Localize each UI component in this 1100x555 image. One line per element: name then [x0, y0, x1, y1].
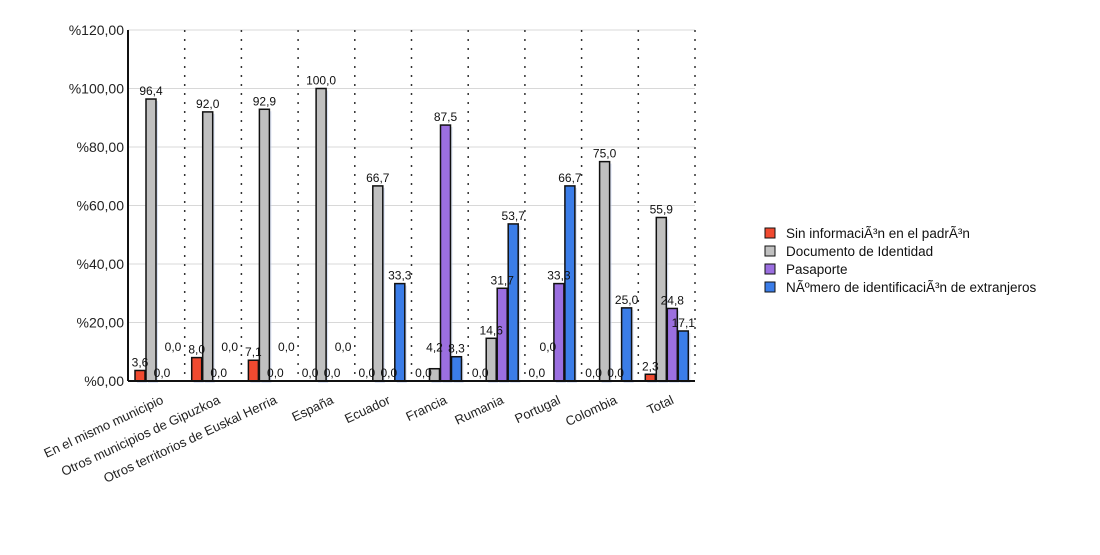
y-tick-label: %80,00 [77, 139, 125, 155]
data-label: 33,3 [388, 269, 412, 283]
data-label: 87,5 [434, 110, 458, 124]
data-label: 0,0 [529, 366, 546, 380]
bar [134, 369, 146, 382]
x-tick-label: Rumania [452, 392, 506, 428]
data-label: 0,0 [210, 366, 227, 380]
data-label: 53,7 [502, 209, 526, 223]
legend-label: Documento de Identidad [786, 244, 933, 259]
data-label: 92,9 [253, 94, 277, 108]
x-tick-label: España [289, 392, 336, 425]
data-label: 25,0 [615, 293, 639, 307]
legend-swatch [764, 227, 776, 239]
bar [315, 87, 327, 382]
x-tick-label: Ecuador [342, 392, 393, 426]
legend-label: Pasaporte [786, 262, 848, 277]
data-label: 2,3 [642, 359, 659, 373]
bar [677, 330, 690, 382]
data-label: 0,0 [165, 340, 182, 354]
data-label: 24,8 [661, 293, 685, 307]
data-label: 14,6 [480, 323, 504, 337]
bar [247, 359, 260, 382]
legend-swatch [764, 263, 776, 275]
y-tick-label: %20,00 [77, 315, 125, 331]
y-tick-label: %40,00 [77, 256, 125, 272]
data-label: 7,1 [245, 345, 262, 359]
data-label: 0,0 [540, 340, 557, 354]
data-label: 100,0 [306, 74, 336, 88]
x-tick-label: Colombia [563, 392, 620, 429]
legend-label: Sin informaciÃ³n en el padrÃ³n [786, 226, 970, 241]
data-label: 0,0 [380, 366, 397, 380]
y-tick-label: %60,00 [77, 198, 125, 214]
data-label: 0,0 [335, 340, 352, 354]
data-label: 0,0 [267, 366, 284, 380]
legend-swatch [764, 245, 776, 257]
data-label: 92,0 [196, 97, 220, 111]
bar [190, 356, 203, 382]
y-tick-label: %120,00 [69, 22, 124, 38]
data-label: 4,2 [426, 341, 443, 355]
data-label: 66,7 [558, 171, 582, 185]
data-label: 31,7 [491, 273, 515, 287]
data-label: 17,1 [672, 316, 696, 330]
x-tick-label: Francia [403, 392, 449, 424]
data-label: 0,0 [154, 366, 171, 380]
bar [598, 160, 611, 382]
data-labels: 3,6 96,4 0,0 0,0 8,0 92,0 0,0 0,0 7,1 92,9 0,0 0,0 0… [132, 74, 696, 381]
bars [134, 87, 691, 384]
bar [201, 111, 214, 382]
bar [564, 185, 576, 382]
y-tick-label: %100,00 [69, 81, 124, 97]
legend-swatch [764, 281, 776, 293]
x-tick-label: Total [645, 392, 676, 417]
data-label: 55,9 [650, 202, 674, 216]
data-label: 0,0 [221, 340, 238, 354]
data-label: 8,0 [188, 343, 205, 357]
data-label: 33,3 [547, 269, 571, 283]
data-label: 0,0 [324, 366, 341, 380]
y-tick-label: %0,00 [84, 373, 124, 389]
data-label: 75,0 [593, 147, 617, 161]
data-label: 0,0 [607, 366, 624, 380]
data-label: 66,7 [366, 171, 390, 185]
data-label: 96,4 [139, 84, 163, 98]
bar [644, 373, 657, 382]
bar [372, 185, 384, 382]
data-label: 0,0 [585, 366, 602, 380]
data-label: 0,0 [278, 340, 295, 354]
bar [450, 355, 463, 382]
bar [553, 282, 565, 382]
legend-label: NÃºmero de identificaciÃ³n de extranjero… [786, 280, 1037, 295]
legend: Sin informaciÃ³n en el padrÃ³n Documento … [764, 226, 1037, 295]
data-label: 3,6 [132, 355, 149, 369]
data-label: 0,0 [302, 366, 319, 380]
bar [145, 98, 157, 382]
data-label: 0,0 [415, 366, 432, 380]
x-tick-label: Portugal [512, 392, 562, 426]
data-label: 0,0 [358, 366, 375, 380]
data-label: 8,3 [448, 342, 465, 356]
bar [258, 108, 271, 382]
data-label: 0,0 [472, 366, 489, 380]
bar [507, 223, 519, 382]
